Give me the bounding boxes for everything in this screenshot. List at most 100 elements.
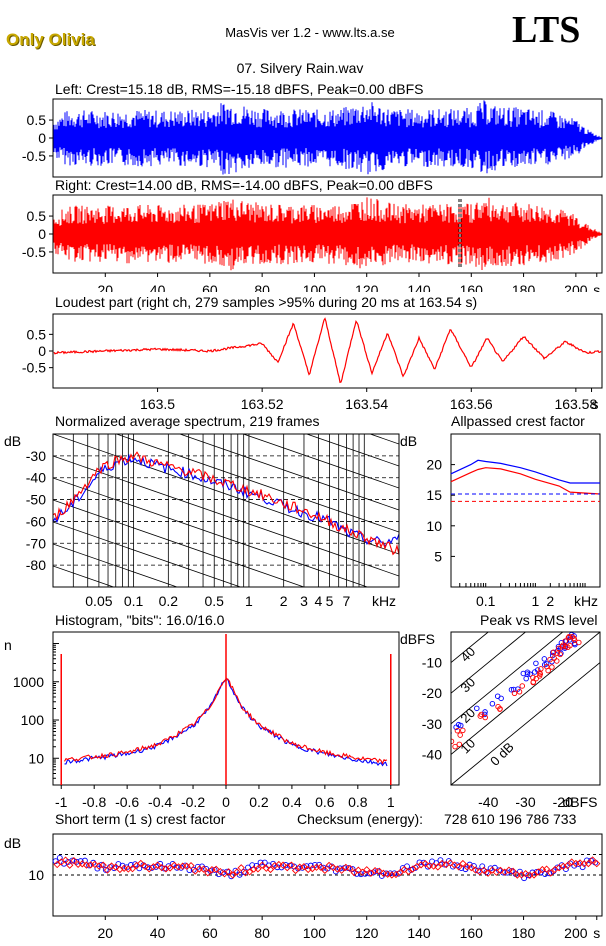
short-term-point-left [366, 870, 373, 877]
short-term-point-right [438, 859, 446, 868]
right-waveform-xtick-label: 100 [303, 282, 327, 292]
short-term-point-right [275, 860, 283, 869]
pvr-point-left [524, 671, 531, 677]
short-term-point-right [593, 860, 601, 868]
histogram-ytick-label: 100 [21, 712, 45, 728]
spectrum-frame [52, 433, 400, 588]
pvr-point-right [562, 643, 569, 650]
pvr-point-right [519, 683, 526, 689]
pvr-point-left [558, 650, 564, 657]
loudest-xtick-label: 163.58 [554, 396, 597, 412]
short-term-point-right [166, 864, 174, 872]
right-waveform-xtick-label: s [593, 282, 600, 292]
short-term-point-right [375, 867, 383, 875]
pvr-crest-diagonal [451, 632, 564, 725]
short-term-point-right [204, 869, 212, 877]
short-term-xtick-label: 180 [512, 925, 536, 941]
loudest-ytick-label: 0 [38, 343, 46, 359]
short-term-point-right [245, 868, 254, 876]
spectrum-xtick-label: 0.5 [204, 593, 224, 609]
histogram-xtick-label: -0.8 [82, 794, 106, 810]
right-waveform-xtick-label: 120 [355, 282, 379, 292]
left-waveform-ytick-label: 0.5 [27, 112, 47, 128]
short-term-point-right [70, 857, 78, 865]
short-term-point-right [300, 863, 308, 871]
short-term-point-right [99, 861, 107, 869]
short-term-point-right [484, 869, 492, 877]
short-term-point-right [547, 869, 555, 877]
pvr-point-left [541, 656, 548, 662]
short-term-point-right [225, 868, 233, 876]
short-term-point-right [400, 865, 408, 874]
checksum-label: Checksum (energy): [297, 811, 424, 827]
short-term-point-right [354, 866, 362, 874]
short-term-point-right [584, 859, 593, 868]
spectrum-ytick-label: -60 [26, 513, 46, 529]
pvr-point-right [537, 670, 543, 676]
right-waveform-xtick-label: 200 [564, 282, 588, 292]
short-term-xtick-label: 60 [202, 925, 218, 941]
right-waveform-title: Right: Crest=14.00 dB, RMS=-14.00 dBFS, … [55, 177, 433, 193]
left-waveform-trace [53, 100, 602, 175]
short-term-point-right [542, 865, 551, 873]
short-term-point-right [363, 866, 371, 874]
pvr-plot [451, 632, 600, 785]
short-term-point-right [233, 868, 241, 876]
short-term-xtick-label: 100 [303, 925, 327, 941]
spectrum-slope-line [368, 434, 399, 445]
short-term-point-left [102, 866, 109, 873]
spectrum-xunit: kHz [372, 593, 396, 609]
spectrum-xtick-label: 2 [280, 593, 288, 609]
short-term-point-right [568, 858, 576, 866]
spectrum-slope-line [178, 434, 399, 511]
spectrum-grid [53, 434, 399, 587]
pvr-xtick-label: -40 [478, 794, 498, 810]
short-term-xtick-label: 140 [407, 925, 431, 941]
short-term-point-left [98, 861, 105, 868]
spectrum-ytick-label: -50 [26, 492, 46, 508]
pvr-diag-label: 10 [457, 736, 478, 757]
spectrum-xtick-label: 5 [326, 593, 334, 609]
pvr-crest-diagonal [451, 632, 600, 755]
short-term-point-right [588, 856, 597, 864]
crest-ytick-label: 20 [426, 457, 442, 473]
checksum-value: 728 610 196 786 733 [444, 811, 577, 827]
loudest-xtick-label: 163.56 [450, 396, 493, 412]
pvr-point-right [533, 675, 539, 682]
short-term-point-right [266, 865, 275, 874]
spectrum-xtick-label: 3 [300, 593, 308, 609]
pvr-point-right [543, 663, 550, 670]
short-term-point-right [287, 861, 296, 869]
spectrum-ytick-label: -30 [26, 448, 46, 464]
histogram-xtick-label: 0.6 [315, 794, 335, 810]
spectrum-chart: dB -30 -40 -50 -60 -70 -80 0.05 0.1 0.2 0.5 1 2 3 4 5 7 k… [4, 433, 400, 609]
pvr-point-right [454, 727, 461, 734]
short-term-point-right [379, 869, 388, 877]
pvr-point-right [457, 732, 463, 738]
pvr-point-left [510, 686, 517, 693]
pvr-point-right [566, 633, 572, 640]
pvr-point-right [456, 741, 463, 748]
short-term-xtick-label: 120 [355, 925, 379, 941]
short-term-point-right [91, 860, 99, 869]
pvr-point-right [556, 645, 562, 652]
pvr-point-right [554, 650, 560, 656]
spectrum-slope-line [242, 434, 399, 489]
spectrum-slope-line [53, 521, 242, 587]
short-term-point-right [576, 859, 584, 867]
pvr-point-right [478, 711, 485, 718]
pvr-point-left [508, 686, 515, 693]
short-term-point-right [141, 862, 149, 871]
short-term-point-right [446, 859, 455, 867]
short-term-point-right [409, 865, 417, 873]
short-term-point-right [463, 863, 471, 871]
short-term-point-right [371, 867, 379, 875]
pvr-point-left [533, 660, 539, 667]
pvr-crest-diagonal [451, 632, 489, 664]
short-term-point-left [257, 859, 264, 866]
pvr-point-right [511, 690, 518, 697]
short-term-point-right [430, 862, 438, 870]
short-term-xtick-label: 200 [564, 925, 588, 941]
crest-frame [450, 433, 601, 588]
file-name: 07. Silvery Rain.wav [236, 60, 364, 76]
